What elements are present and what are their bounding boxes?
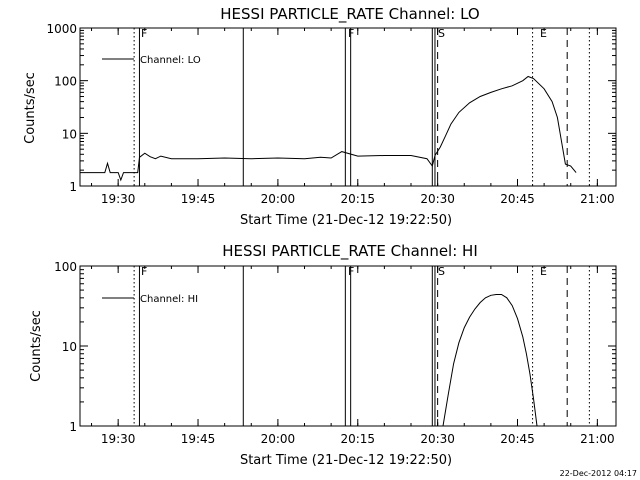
panel-lo-title: HESSI PARTICLE_RATE Channel: LO	[220, 5, 479, 24]
y-tick-label: 1000	[46, 22, 77, 36]
x-tick-label: 20:45	[500, 192, 535, 206]
panel-hi-legend: Channel: HI	[102, 294, 198, 305]
panel-hi-ticks: 19:30 19:45 20:00 20:15 20:30 20:45 21:00 1 10 10…	[54, 260, 616, 446]
panel-lo-x-axis-label: Start Time (21-Dec-12 19:22:50)	[240, 213, 452, 228]
x-tick-label: 21:00	[580, 432, 615, 446]
y-tick-label: 100	[54, 75, 77, 89]
panel-hi-event-lines	[133, 266, 590, 426]
x-tick-label: 20:15	[340, 432, 375, 446]
y-tick-label: 10	[62, 127, 77, 141]
x-tick-label: 21:00	[580, 192, 615, 206]
x-tick-label: 20:00	[261, 192, 296, 206]
panel-lo-ticks: 19:30 19:45 20:00 20:15 20:30 20:45 21:00 1 10 10…	[46, 22, 616, 206]
event-marker-label: E	[540, 27, 547, 40]
panel-hi-legend-label: Channel: HI	[140, 294, 198, 305]
x-tick-label: 20:00	[261, 432, 296, 446]
x-tick-label: 20:45	[500, 432, 535, 446]
event-marker-label: S	[438, 27, 445, 40]
x-tick-label: 19:45	[181, 192, 216, 206]
panel-hi-y-axis-label: Counts/sec	[29, 310, 44, 382]
panel-hi-frame	[79, 265, 617, 427]
panel-lo: HESSI PARTICLE_RATE Channel: LO 19:30 19:…	[23, 5, 617, 228]
event-marker-label: E	[540, 265, 547, 278]
panel-lo-event-lines	[133, 28, 590, 186]
panel-lo-series	[80, 75, 577, 182]
event-marker-label: F	[348, 27, 354, 40]
x-tick-label: 20:15	[340, 192, 375, 206]
event-marker-label: F	[141, 265, 147, 278]
event-marker-label: S	[438, 265, 445, 278]
series-line	[442, 294, 538, 427]
panel-hi-series	[442, 294, 538, 427]
event-marker-label: F	[141, 27, 147, 40]
panel-lo-legend: Channel: LO	[102, 55, 201, 66]
y-tick-label: 1	[69, 180, 77, 194]
x-tick-label: 20:30	[420, 432, 455, 446]
panel-hi-x-axis-label: Start Time (21-Dec-12 19:22:50)	[240, 453, 452, 468]
x-tick-label: 19:30	[101, 192, 136, 206]
event-marker-label: F	[348, 265, 354, 278]
x-tick-label: 20:30	[420, 192, 455, 206]
y-tick-label: 1	[69, 420, 77, 434]
x-tick-label: 19:30	[101, 432, 136, 446]
panel-hi-title: HESSI PARTICLE_RATE Channel: HI	[222, 242, 478, 261]
panel-lo-frame	[79, 27, 617, 187]
timestamp: 22-Dec-2012 04:17	[560, 469, 637, 478]
panel-lo-legend-label: Channel: LO	[140, 55, 201, 66]
panel-hi: HESSI PARTICLE_RATE Channel: HI 19:30 19:…	[29, 242, 617, 468]
y-tick-label: 10	[62, 340, 77, 354]
x-tick-label: 19:45	[181, 432, 216, 446]
series-line	[80, 75, 577, 182]
y-tick-label: 100	[54, 260, 77, 274]
panel-lo-y-axis-label: Counts/sec	[23, 72, 38, 144]
